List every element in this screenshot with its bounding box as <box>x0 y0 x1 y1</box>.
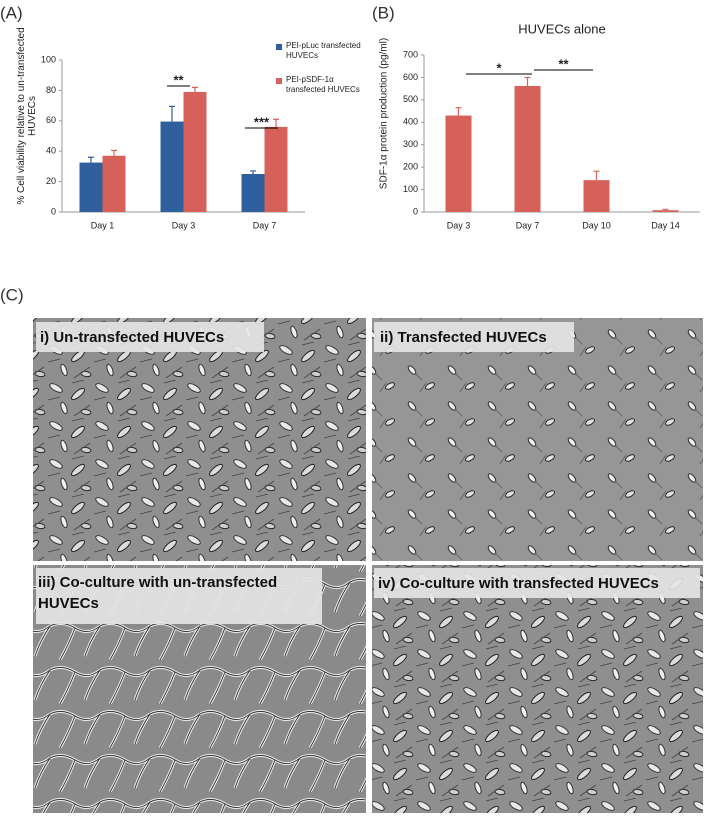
micrograph <box>372 565 703 813</box>
y-axis-label-box: SDF-1α protein production (pg/ml) <box>378 37 389 190</box>
y-tick-label: 60 <box>46 115 56 125</box>
bar <box>102 155 126 212</box>
panel-label: (A) <box>0 3 23 22</box>
x-tick-label: Day 7 <box>516 220 540 230</box>
micrograph-label: iv) Co-culture with transfected HUVECs <box>378 575 659 592</box>
y-tick-label: 700 <box>403 49 418 59</box>
y-tick-label: 0 <box>413 206 418 216</box>
y-tick-label: 100 <box>41 54 56 64</box>
y-tick-label: 40 <box>46 146 56 156</box>
micrograph-label: iii) Co-culture with un-transfected HUVE… <box>38 574 278 612</box>
label-box <box>36 568 322 624</box>
micrograph-label-box: iii) Co-culture with un-transfected HUVE… <box>38 574 278 612</box>
bar <box>160 121 184 212</box>
micrograph-label: i) Un-transfected HUVECs <box>40 329 224 346</box>
legend-label: PEI-pLuc transfected HUVECs <box>286 41 361 60</box>
legend-swatch <box>276 44 282 50</box>
legend-label: PEI-pSDF-1α transfected HUVECs <box>286 75 360 94</box>
y-tick-label: 400 <box>403 117 418 127</box>
error-bar <box>273 118 279 127</box>
error-bar <box>169 105 175 122</box>
micrograph <box>33 318 366 561</box>
x-tick-label: Day 1 <box>91 220 115 230</box>
y-tick-label: 20 <box>46 176 56 186</box>
x-tick-label: Day 3 <box>172 220 196 230</box>
micrograph <box>372 318 703 561</box>
significance-label: *** <box>254 114 270 129</box>
bar <box>652 210 679 212</box>
legend-swatch <box>276 78 282 84</box>
y-tick-label: 300 <box>403 139 418 149</box>
significance-label: * <box>496 60 502 75</box>
error-bar <box>455 107 462 116</box>
error-bar <box>88 156 94 163</box>
chart-title: HUVECs alone <box>518 21 605 36</box>
bar <box>445 115 472 212</box>
y-tick-label: 500 <box>403 94 418 104</box>
micrograph-label: ii) Transfected HUVECs <box>380 329 547 346</box>
bar <box>183 91 207 212</box>
y-tick-label: 0 <box>51 206 56 216</box>
label-box <box>374 322 574 352</box>
y-tick-label: 80 <box>46 85 56 95</box>
y-tick-label: 600 <box>403 72 418 82</box>
x-tick-label: Day 7 <box>253 220 277 230</box>
legend-label-box: PEI-pLuc transfected HUVECs <box>286 41 361 60</box>
bar <box>583 180 610 212</box>
y-tick-label: 200 <box>403 162 418 172</box>
error-bar <box>593 170 600 181</box>
y-axis-label-box: % Cell viability relative to un-transfec… <box>16 27 38 205</box>
label-box <box>374 568 700 598</box>
bar <box>241 174 265 212</box>
y-axis-label: % Cell viability relative to un-transfec… <box>16 27 38 205</box>
error-bar <box>192 86 198 92</box>
x-tick-label: Day 10 <box>582 220 611 230</box>
error-bar <box>524 76 531 86</box>
error-bar <box>662 208 669 211</box>
x-tick-label: Day 3 <box>447 220 471 230</box>
bar <box>514 85 541 212</box>
panel-label: (B) <box>372 3 395 22</box>
bar <box>79 162 103 212</box>
x-tick-label: Day 14 <box>651 220 680 230</box>
bar <box>264 126 288 212</box>
y-axis-label: SDF-1α protein production (pg/ml) <box>378 37 389 190</box>
legend-label-box: PEI-pSDF-1α transfected HUVECs <box>286 75 360 94</box>
significance-label: ** <box>558 56 569 71</box>
error-bar <box>111 149 117 156</box>
y-tick-label: 100 <box>403 184 418 194</box>
error-bar <box>250 170 256 174</box>
significance-label: ** <box>173 72 184 87</box>
label-box <box>36 322 264 352</box>
panel-label: (C) <box>0 285 24 304</box>
